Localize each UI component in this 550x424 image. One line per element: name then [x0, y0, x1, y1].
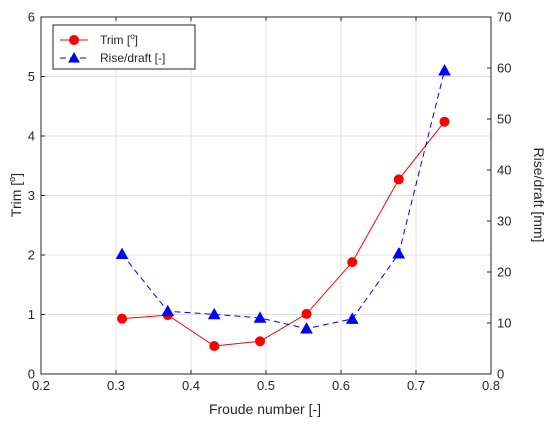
data-point-rise-draft — [161, 304, 175, 317]
y-left-tick-label: 4 — [28, 129, 35, 144]
data-point-rise-draft — [207, 307, 221, 320]
data-point-trim — [439, 116, 450, 127]
y-left-tick-label: 0 — [28, 367, 35, 382]
y-left-tick-label: 2 — [28, 248, 35, 263]
y-left-tick-label: 3 — [28, 188, 35, 203]
y-left-tick-label: 5 — [28, 69, 35, 84]
data-point-trim — [301, 308, 312, 319]
legend-box — [52, 24, 196, 70]
y-axis-right-title: Rise/draft [mm] — [531, 148, 547, 243]
data-point-rise-draft — [253, 311, 267, 323]
data-point-rise-draft — [345, 312, 359, 324]
x-tick-label: 0.5 — [257, 378, 275, 393]
y-left-tick-label: 6 — [28, 10, 35, 25]
legend-trim-label: Trim [o] — [100, 32, 138, 47]
legend-rise-label: Rise/draft [-] — [100, 51, 165, 65]
data-point-trim — [347, 257, 358, 268]
data-point-trim — [393, 174, 404, 185]
y-right-tick-label: 30 — [497, 214, 511, 229]
data-point-trim — [209, 341, 220, 352]
series-line-rise-draft — [121, 70, 445, 330]
series-line-trim — [121, 121, 445, 347]
x-tick-label: 0.7 — [407, 378, 425, 393]
grid — [40, 16, 492, 375]
y-right-tick-label: 60 — [497, 61, 511, 76]
y-right-tick-label: 50 — [497, 112, 511, 127]
y-right-tick-label: 20 — [497, 265, 511, 280]
y-left-tick-label: 1 — [28, 307, 35, 322]
x-tick-label: 0.6 — [332, 378, 350, 393]
series-layer — [115, 64, 451, 352]
x-tick-label: 0.8 — [482, 378, 500, 393]
y-right-tick-label: 0 — [497, 367, 504, 382]
y-right-tick-label: 40 — [497, 163, 511, 178]
data-point-rise-draft — [438, 64, 451, 76]
data-point-rise-draft — [392, 247, 406, 259]
degree-superscript: o — [7, 177, 17, 182]
legend: Trim [o] Rise/draft [-] — [52, 24, 196, 70]
x-tick-label: 0.4 — [182, 378, 200, 393]
y-axis-left-title: Trim [o] — [7, 173, 24, 217]
x-tick-label: 0.3 — [107, 378, 125, 393]
y-right-tick-label: 10 — [497, 316, 511, 331]
data-point-trim — [255, 336, 265, 347]
data-point-rise-draft — [300, 322, 313, 334]
x-tick-label: 0.2 — [32, 378, 50, 393]
legend-trim-marker — [69, 35, 79, 45]
y-right-tick-label: 70 — [497, 10, 511, 25]
legend-rise-marker — [68, 51, 80, 63]
ticks: 0.2 0.3 0.4 0.5 0.6 0.7 0.80123456010203040506… — [28, 10, 512, 394]
x-axis-title: Froude number [-] — [209, 401, 321, 417]
data-point-rise-draft — [115, 247, 129, 260]
data-point-trim — [117, 313, 127, 324]
